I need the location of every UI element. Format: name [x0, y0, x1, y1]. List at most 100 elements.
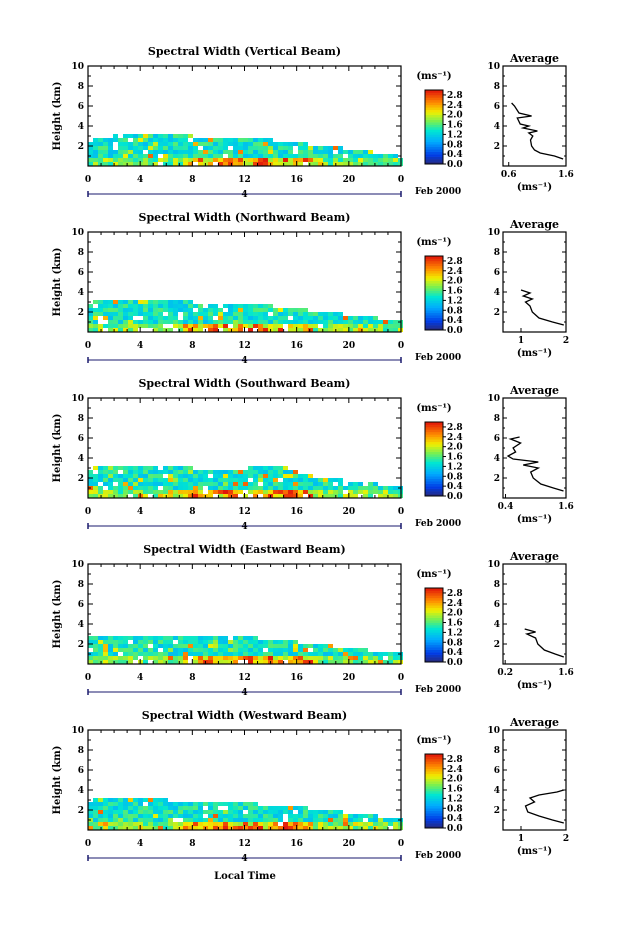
heatmap-cell	[243, 652, 248, 656]
heatmap-cell	[258, 810, 263, 814]
heatmap-cell	[268, 640, 273, 644]
colorbar-tick-label: 2.0	[447, 609, 463, 619]
heatmap-cell	[93, 312, 98, 316]
heatmap-cell	[268, 648, 273, 652]
heatmap-cell	[138, 814, 143, 818]
x-tick-label: 0	[398, 839, 404, 849]
heatmap-cell	[183, 316, 188, 320]
heatmap-cell	[218, 802, 223, 806]
colorbar-tick-label: 1.2	[447, 130, 463, 140]
heatmap-cell	[133, 466, 138, 470]
heatmap-cell	[168, 482, 173, 486]
colorbar-swatch	[425, 327, 443, 331]
heatmap-cell	[138, 640, 143, 644]
heatmap-cell	[138, 138, 143, 142]
heatmap-cell	[153, 134, 158, 138]
colorbar-swatch	[425, 131, 443, 135]
colorbar-swatch	[425, 285, 443, 289]
heatmap-cell	[163, 648, 168, 652]
heatmap-cell	[183, 324, 188, 328]
heatmap-cell	[328, 324, 333, 328]
heatmap-cell	[303, 474, 308, 478]
heatmap-cell	[173, 486, 178, 490]
heatmap-cell	[358, 320, 363, 324]
heatmap-cell	[183, 138, 188, 142]
heatmap-cell	[323, 478, 328, 482]
heatmap-cell	[253, 320, 258, 324]
heatmap-cell	[118, 312, 123, 316]
heatmap-cell	[113, 474, 118, 478]
heatmap-cell	[228, 316, 233, 320]
heatmap-cell	[368, 656, 373, 660]
heatmap-cell	[88, 494, 93, 498]
heatmap-cell	[238, 146, 243, 150]
heatmap-cell	[113, 814, 118, 818]
heatmap-cell	[183, 490, 188, 494]
heatmap-cell	[243, 822, 248, 826]
heatmap-cell	[183, 494, 188, 498]
heatmap-cell	[88, 474, 93, 478]
heatmap-cell	[208, 822, 213, 826]
x-axis-label: Local Time	[214, 871, 276, 882]
heatmap-cell	[363, 162, 368, 166]
heatmap-cell	[338, 482, 343, 486]
heatmap-cell	[128, 648, 133, 652]
heatmap-cell	[98, 138, 103, 142]
heatmap-cell	[233, 162, 238, 166]
heatmap-cell	[98, 312, 103, 316]
heatmap-cell	[193, 644, 198, 648]
colorbar-swatch	[425, 783, 443, 787]
heatmap-cell	[208, 660, 213, 664]
heatmap-cell	[258, 154, 263, 158]
heatmap-cell	[168, 308, 173, 312]
heatmap-cell	[148, 822, 153, 826]
heatmap-cell	[248, 324, 253, 328]
heatmap-cell	[278, 486, 283, 490]
heatmap-cell	[338, 494, 343, 498]
heatmap-cell	[98, 146, 103, 150]
heatmap-cell	[278, 656, 283, 660]
heatmap-cell	[88, 146, 93, 150]
heatmap-cell	[118, 648, 123, 652]
heatmap-cell	[118, 320, 123, 324]
heatmap-cell	[283, 146, 288, 150]
colorbar-swatch	[425, 605, 443, 609]
heatmap-cell	[393, 818, 398, 822]
heatmap-cell	[108, 814, 113, 818]
heatmap-cell	[308, 818, 313, 822]
heatmap-cell	[183, 806, 188, 810]
heatmap-cell	[123, 652, 128, 656]
heatmap-cell	[343, 324, 348, 328]
colorbar-swatch	[425, 647, 443, 650]
y-tick-label: 8	[78, 746, 84, 756]
colorbar-swatch	[425, 270, 443, 274]
heatmap-cell	[203, 150, 208, 154]
heatmap-cell	[343, 818, 348, 822]
heatmap-cell	[283, 648, 288, 652]
heatmap-cell	[98, 652, 103, 656]
heatmap-cell	[163, 308, 168, 312]
heatmap-cell	[168, 636, 173, 640]
colorbar-swatch	[425, 615, 443, 618]
heatmap-cell	[168, 328, 173, 332]
heatmap-cell	[343, 486, 348, 490]
heatmap-cell	[153, 814, 158, 818]
heatmap-cell	[283, 320, 288, 324]
heatmap-cell	[133, 802, 138, 806]
heatmap-cell	[303, 490, 308, 494]
heatmap-cell	[283, 486, 288, 490]
heatmap-cell	[278, 324, 283, 328]
heatmap-cell	[388, 822, 393, 826]
x-tick-label: 8	[189, 175, 195, 185]
heatmap-cell	[298, 822, 303, 826]
colorbar-swatch	[425, 592, 443, 596]
heatmap-cell	[393, 328, 398, 332]
heatmap-cell	[88, 822, 93, 826]
heatmap-cell	[143, 134, 148, 138]
colorbar-swatch	[425, 112, 443, 115]
y-tick-label: 4	[78, 454, 84, 464]
heatmap-cell	[208, 162, 213, 166]
heatmap-cell	[293, 162, 298, 166]
heatmap-cell	[93, 138, 98, 142]
heatmap-cell	[118, 660, 123, 664]
